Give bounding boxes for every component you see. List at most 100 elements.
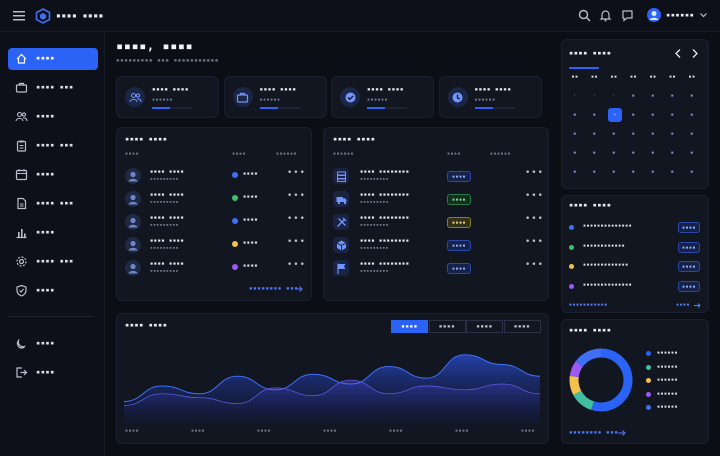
sidebar-item-8[interactable]: ▪▪▪▪ xyxy=(8,280,98,302)
person-sub: ▪▪▪▪▪▪▪▪▪ xyxy=(150,246,179,251)
table-row[interactable]: ▪▪▪▪ ▪▪▪▪▪▪▪▪ ▪▪▪▪▪▪▪▪▪ ▪▪▪▪ ••• xyxy=(333,168,544,186)
sidebar-bottom-item-1[interactable]: ▪▪▪▪ xyxy=(8,362,98,384)
table-row[interactable]: ▪▪▪▪ ▪▪▪▪ ▪▪▪▪▪▪▪▪▪ ▪▪▪▪ ••• xyxy=(125,168,305,186)
sidebar-item-4[interactable]: ▪▪▪▪ xyxy=(8,164,98,186)
sidebar-item-0[interactable]: ▪▪▪▪ xyxy=(8,48,98,70)
calendar-day[interactable]: ▪ xyxy=(612,150,616,156)
more-icon[interactable]: ••• xyxy=(525,191,544,201)
calendar-day[interactable]: ▪ xyxy=(631,93,636,99)
calendar-day[interactable]: ▪ xyxy=(573,169,577,175)
tab-3[interactable]: ▪▪▪▪ xyxy=(503,320,541,333)
calendar-day[interactable]: ▪ xyxy=(651,93,655,99)
calendar-day[interactable]: ▪ xyxy=(631,112,636,118)
list-item[interactable]: ▪▪▪▪▪▪▪▪▪▪▪▪▪ ▪▪▪▪ xyxy=(569,261,701,273)
stat-card-3[interactable]: ▪▪▪▪ ▪▪▪▪ ▪▪▪▪▪▪ xyxy=(438,76,542,118)
calendar-day[interactable]: ▪ xyxy=(631,150,636,156)
menu-icon[interactable] xyxy=(13,11,25,21)
stat-card-1[interactable]: ▪▪▪▪ ▪▪▪▪ ▪▪▪▪▪▪ xyxy=(223,76,327,118)
calendar-day[interactable]: ▪ xyxy=(592,150,597,156)
legend-label: ▪▪▪▪▪▪ xyxy=(657,377,679,383)
sidebar-item-1[interactable]: ▪▪▪▪ ▪▪▪ xyxy=(8,77,98,99)
calendar-day[interactable]: · xyxy=(612,93,616,99)
schedule-link-right[interactable]: ▪▪▪▪ xyxy=(676,302,691,308)
calendar-day[interactable]: ▪ xyxy=(670,150,675,156)
calendar-day[interactable]: ▪ xyxy=(670,131,675,137)
calendar-day[interactable]: ▪ xyxy=(651,150,655,156)
sidebar-item-3[interactable]: ▪▪▪▪ ▪▪▪ xyxy=(8,135,98,157)
more-icon[interactable]: ••• xyxy=(525,168,544,178)
calendar-day[interactable]: ▪ xyxy=(573,150,577,156)
search-icon[interactable] xyxy=(578,9,591,22)
more-icon[interactable]: ••• xyxy=(287,168,306,178)
calendar-day[interactable]: · xyxy=(592,93,597,99)
donut-link[interactable]: ▪▪▪▪▪▪▪▪ ▪▪▪ xyxy=(569,429,619,436)
tab-1[interactable]: ▪▪▪▪ xyxy=(428,320,466,333)
overview-title: ▪▪▪▪ ▪▪▪▪ xyxy=(125,321,168,329)
table-row[interactable]: ▪▪▪▪ ▪▪▪▪ ▪▪▪▪▪▪▪▪▪ ▪▪▪▪ ••• xyxy=(125,191,305,209)
sidebar-item-6[interactable]: ▪▪▪▪ xyxy=(8,222,98,244)
chevron-down-icon[interactable] xyxy=(700,13,707,18)
bell-icon[interactable] xyxy=(599,9,612,22)
sidebar-item-label: ▪▪▪▪ ▪▪▪ xyxy=(36,199,74,207)
chevron-right-icon[interactable] xyxy=(692,49,698,58)
more-icon[interactable]: ••• xyxy=(287,214,306,224)
calendar-day[interactable]: ▪ xyxy=(608,108,622,122)
calendar-day[interactable]: ▪ xyxy=(651,112,655,118)
stat-card-0[interactable]: ▪▪▪▪ ▪▪▪▪ ▪▪▪▪▪▪ xyxy=(116,76,219,118)
more-icon[interactable]: ••• xyxy=(287,191,306,201)
calendar-day[interactable]: · xyxy=(573,93,577,99)
calendar-day[interactable]: ▪ xyxy=(670,169,675,175)
stat-card-2[interactable]: ▪▪▪▪ ▪▪▪▪ ▪▪▪▪▪▪ xyxy=(331,76,434,118)
tab-0[interactable]: ▪▪▪▪ xyxy=(391,320,428,333)
more-icon[interactable]: ••• xyxy=(525,214,544,224)
arrow-right-icon[interactable] xyxy=(694,303,701,308)
table-row[interactable]: ▪▪▪▪ ▪▪▪▪▪▪▪▪ ▪▪▪▪▪▪▪▪▪ ▪▪▪▪ ••• xyxy=(333,260,544,278)
calendar-day[interactable]: ▪ xyxy=(612,131,616,137)
calendar-day[interactable]: ▪ xyxy=(612,169,616,175)
table-row[interactable]: ▪▪▪▪ ▪▪▪▪▪▪▪▪ ▪▪▪▪▪▪▪▪▪ ▪▪▪▪ ••• xyxy=(333,214,544,232)
calendar-day[interactable]: ▪ xyxy=(573,112,577,118)
table-row[interactable]: ▪▪▪▪ ▪▪▪▪▪▪▪▪ ▪▪▪▪▪▪▪▪▪ ▪▪▪▪ ••• xyxy=(333,237,544,255)
sidebar-item-5[interactable]: ▪▪▪▪ ▪▪▪ xyxy=(8,193,98,215)
table-row[interactable]: ▪▪▪▪ ▪▪▪▪▪▪▪▪ ▪▪▪▪▪▪▪▪▪ ▪▪▪▪ ••• xyxy=(333,191,544,209)
calendar-day[interactable]: ▪ xyxy=(573,131,577,137)
schedule-title: ▪▪▪▪ ▪▪▪▪ xyxy=(569,201,612,209)
chat-icon[interactable] xyxy=(621,9,634,22)
avatar[interactable] xyxy=(647,8,661,22)
more-icon[interactable]: ••• xyxy=(287,260,306,270)
calendar-day[interactable]: ▪ xyxy=(690,131,694,137)
calendar-day[interactable]: ▪ xyxy=(631,169,636,175)
sidebar-bottom-item-0[interactable]: ▪▪▪▪ xyxy=(8,333,98,355)
calendar-day[interactable]: ▪ xyxy=(651,169,655,175)
calendar-day[interactable]: ▪ xyxy=(690,169,694,175)
sidebar-item-2[interactable]: ▪▪▪▪ xyxy=(8,106,98,128)
table-row[interactable]: ▪▪▪▪ ▪▪▪▪ ▪▪▪▪▪▪▪▪▪ ▪▪▪▪ ••• xyxy=(125,237,305,255)
calendar-day[interactable]: ▪ xyxy=(690,93,694,99)
more-icon[interactable]: ••• xyxy=(287,237,306,247)
arrow-right-icon[interactable] xyxy=(295,286,303,292)
schedule-link-left[interactable]: ▪▪▪▪▪▪▪▪▪▪▪ xyxy=(569,302,608,308)
table-row[interactable]: ▪▪▪▪ ▪▪▪▪ ▪▪▪▪▪▪▪▪▪ ▪▪▪▪ ••• xyxy=(125,260,305,278)
calendar-day[interactable]: ▪ xyxy=(592,131,597,137)
arrow-right-icon[interactable] xyxy=(618,430,626,436)
list-item[interactable]: ▪▪▪▪▪▪▪▪▪▪▪▪ ▪▪▪▪ xyxy=(569,241,701,254)
list-item[interactable]: ▪▪▪▪▪▪▪▪▪▪▪▪▪▪ ▪▪▪▪ xyxy=(569,222,701,234)
calendar-day[interactable]: ▪ xyxy=(651,131,655,137)
chevron-left-icon[interactable] xyxy=(675,49,681,58)
sidebar-item-7[interactable]: ▪▪▪▪ ▪▪▪ xyxy=(8,251,98,273)
calendar-day[interactable]: ▪ xyxy=(592,112,597,118)
user-name[interactable]: ▪▪▪▪▪▪ xyxy=(666,11,695,19)
calendar-day[interactable]: ▪ xyxy=(592,169,597,175)
calendar-day[interactable]: ▪ xyxy=(690,150,694,156)
list-item[interactable]: ▪▪▪▪▪▪▪▪▪▪▪▪▪▪ ▪▪▪▪ xyxy=(569,280,701,293)
people-view-all-link[interactable]: ▪▪▪▪▪▪▪▪ ▪▪▪ xyxy=(249,285,299,292)
status-dot xyxy=(232,264,238,270)
calendar-day[interactable]: ▪ xyxy=(670,93,675,99)
table-row[interactable]: ▪▪▪▪ ▪▪▪▪ ▪▪▪▪▪▪▪▪▪ ▪▪▪▪ ••• xyxy=(125,214,305,232)
more-icon[interactable]: ••• xyxy=(525,237,544,247)
calendar-day[interactable]: ▪ xyxy=(670,112,675,118)
more-icon[interactable]: ••• xyxy=(525,260,544,270)
calendar-day[interactable]: ▪ xyxy=(631,131,636,137)
calendar-day[interactable]: ▪ xyxy=(690,112,694,118)
tab-2[interactable]: ▪▪▪▪ xyxy=(466,320,503,333)
